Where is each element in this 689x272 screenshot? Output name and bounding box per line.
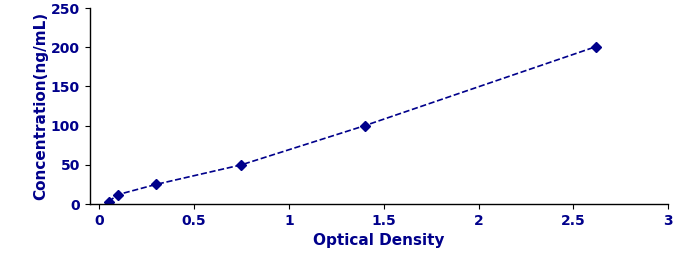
X-axis label: Optical Density: Optical Density	[313, 233, 444, 248]
Y-axis label: Concentration(ng/mL): Concentration(ng/mL)	[33, 12, 48, 200]
